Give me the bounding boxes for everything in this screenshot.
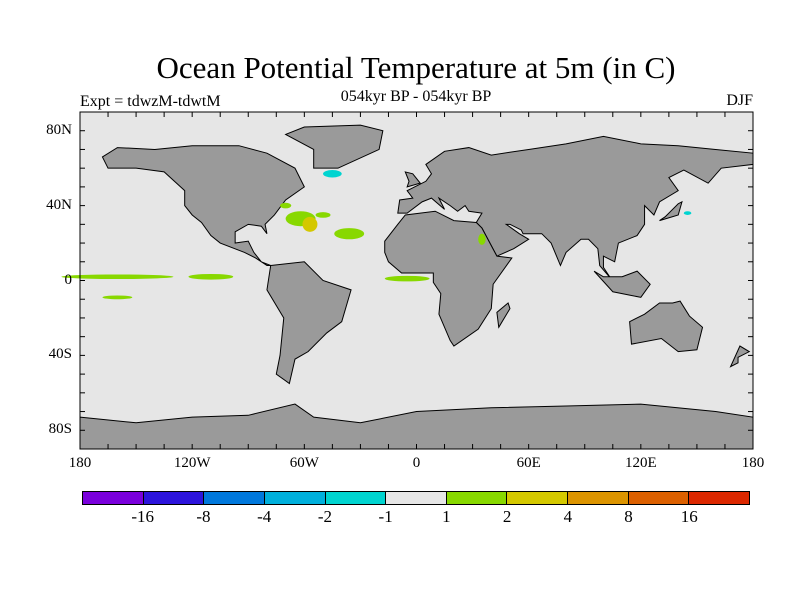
indonesia-land (593, 270, 651, 298)
colorbar-box (628, 492, 690, 504)
lat-label: 40N (46, 196, 72, 213)
new-zealand-land (729, 345, 751, 368)
colorbar-label: -4 (257, 507, 272, 526)
colorbar-box (568, 492, 629, 504)
uk-land (404, 171, 422, 188)
plot-title: Ocean Potential Temperature at 5m (in C) (156, 50, 676, 85)
lat-label: 80S (48, 421, 72, 438)
lon-label: 180 (68, 455, 92, 471)
lon-label: 0 (412, 455, 421, 471)
colorbar-box (689, 492, 750, 504)
colorbar-label: 8 (624, 507, 633, 526)
lon-label: 120W (173, 455, 211, 471)
colorbar-box (204, 492, 265, 504)
japan-land (659, 200, 683, 222)
anomaly-patch (334, 228, 365, 240)
anomaly-patch (102, 295, 133, 300)
africa-land (384, 210, 513, 347)
colorbar-label: -8 (196, 507, 211, 526)
colorbar-box (83, 492, 144, 504)
australia-land (629, 300, 704, 353)
lon-label: 180 (741, 455, 765, 471)
colorbar-label: -16 (131, 507, 155, 526)
colorbar-box (386, 492, 447, 504)
anomaly-patch (315, 212, 331, 218)
lon-label: 60W (289, 455, 319, 471)
colorbar-box (325, 492, 387, 504)
lon-label: 120E (624, 455, 657, 471)
colorbar-label: 1 (442, 507, 451, 526)
eurasia-land (397, 135, 754, 279)
lat-label: 40S (48, 346, 72, 363)
colorbar-box (446, 492, 508, 504)
colorbar (82, 491, 750, 505)
colorbar-box (507, 492, 569, 504)
lat-label: 80N (46, 121, 72, 138)
anomaly-patch (188, 273, 234, 280)
colorbar-label: 16 (680, 507, 698, 526)
anomaly-patch (384, 275, 430, 282)
anomaly-patch (683, 211, 692, 215)
lon-label: 60E (516, 455, 541, 471)
colorbar-box (143, 492, 205, 504)
colorbar-label: -1 (378, 507, 393, 526)
south-america-land (266, 261, 352, 385)
experiment-label: Expt = tdwzM-tdwtM (80, 93, 221, 110)
lat-label: 0 (64, 271, 73, 288)
anomaly-patch (280, 202, 292, 209)
time-label: 054kyr BP - 054kyr BP (340, 88, 492, 105)
colorbar-box (264, 492, 326, 504)
colorbar-label: 4 (563, 507, 573, 526)
north-america-land (101, 145, 305, 267)
anomaly-patch (478, 233, 486, 245)
season-label: DJF (726, 92, 753, 109)
anomaly-patch (323, 170, 342, 178)
colorbar-label: -2 (317, 507, 332, 526)
madagascar-land (496, 302, 511, 329)
anomaly-patch (302, 216, 318, 232)
greenland-land (284, 124, 384, 169)
anomaly-patch (61, 274, 174, 280)
colorbar-label: 2 (502, 507, 512, 526)
